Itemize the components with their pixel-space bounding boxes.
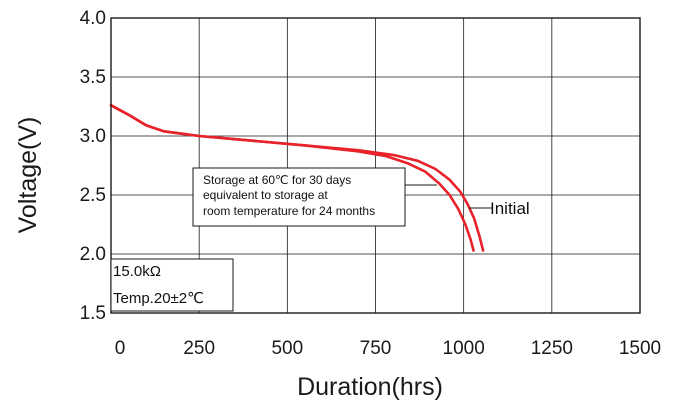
y-tick-label-2: 2.5	[80, 185, 106, 206]
y-tick-label-1: 2.0	[80, 244, 106, 265]
y-tick-labels: 1.5 2.0 2.5 3.0 3.5 4.0	[80, 8, 106, 324]
series-line-1	[109, 104, 475, 252]
initial-annotation: Initial	[469, 199, 530, 218]
y-tick-label-4: 3.5	[80, 67, 106, 88]
temperature-label: Temp.20±2℃	[113, 290, 204, 307]
y-tick-label-5: 4.0	[80, 8, 106, 29]
x-tick-label-1: 250	[183, 338, 215, 359]
y-tick-label-0: 1.5	[80, 303, 106, 324]
storage-line-1: Storage at 60℃ for 30 days	[203, 173, 351, 187]
storage-line-2: equivalent to storage at	[203, 188, 328, 202]
x-tick-label-2: 500	[271, 338, 303, 359]
conditions-box: 15.0kΩ Temp.20±2℃	[110, 258, 234, 312]
storage-annotation: Storage at 60℃ for 30 days equivalent to…	[192, 167, 437, 227]
x-tick-label-6: 1500	[619, 338, 661, 359]
x-tick-label-0: 0	[115, 338, 126, 359]
x-axis-label: Duration(hrs)	[297, 373, 443, 401]
x-tick-label-5: 1250	[531, 338, 573, 359]
storage-line-3: room temperature for 24 months	[203, 204, 375, 218]
initial-label: Initial	[490, 199, 530, 218]
plot-frame	[110, 17, 641, 314]
resistance-label: 15.0kΩ	[113, 263, 161, 280]
y-axis-label: Voltage(V)	[14, 117, 42, 234]
x-tick-labels: 0 250 500 750 1000 1250 1500	[115, 338, 661, 359]
x-tick-label-3: 750	[360, 338, 392, 359]
y-tick-label-3: 3.0	[80, 126, 106, 147]
x-tick-label-4: 1000	[443, 338, 485, 359]
